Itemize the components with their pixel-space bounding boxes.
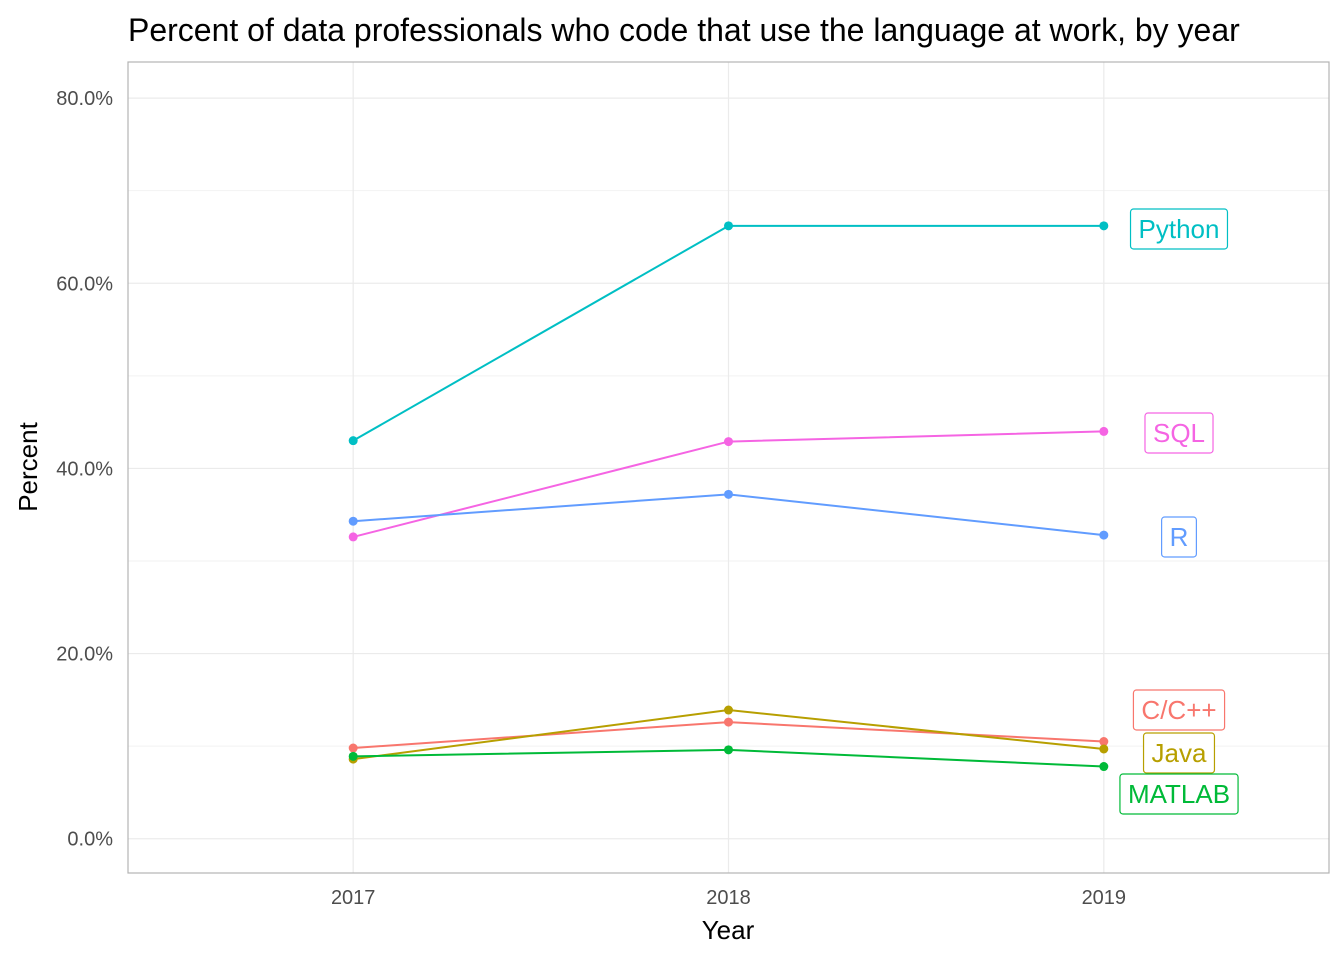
y-tick-label: 80.0% (56, 88, 113, 110)
series-label-c-c: C/C++ (1132, 689, 1226, 731)
x-axis: 2017 2018 2019 (331, 887, 1126, 909)
x-tick-label: 2019 (1082, 887, 1127, 909)
data-point-sql (724, 437, 733, 447)
data-point-sql (348, 532, 358, 542)
series-label-box (1132, 689, 1226, 731)
data-point-java (1099, 744, 1109, 754)
series-labels: Python SQL R C/C++ Java MATLAB (1119, 208, 1239, 815)
data-point-c-c (724, 717, 733, 727)
data-point-sql (1099, 426, 1109, 436)
y-tick-label: 20.0% (56, 644, 113, 666)
data-point-matlab (724, 745, 733, 755)
series-label-text: Java (1152, 738, 1207, 768)
y-tick-label: 40.0% (56, 458, 113, 480)
data-point-java (724, 705, 733, 715)
data-point-matlab (348, 751, 358, 761)
data-point-python (348, 436, 358, 446)
y-tick-label: 60.0% (56, 273, 113, 295)
plot-border (127, 61, 1330, 874)
series-label-text: R (1170, 522, 1189, 552)
series-label-box (1144, 412, 1214, 454)
data-point-python (1099, 221, 1109, 231)
series-label-text: Python (1139, 214, 1220, 244)
x-axis-title: Year (702, 915, 755, 945)
grid (128, 62, 1329, 873)
series-label-text: SQL (1153, 418, 1205, 448)
y-tick-label: 0.0% (67, 829, 113, 851)
data-point-python (724, 221, 733, 231)
data-point-r (724, 489, 733, 499)
data-point-r (1099, 530, 1109, 540)
data-point-matlab (1099, 762, 1109, 772)
series-label-java: Java (1142, 732, 1216, 774)
x-tick-label: 2018 (706, 887, 751, 909)
y-axis-title: Percent (13, 421, 43, 511)
series-label-box (1161, 516, 1197, 558)
series-label-text: MATLAB (1128, 779, 1230, 809)
data-point-r (348, 516, 358, 526)
series-points (348, 221, 1109, 772)
series-label-r: R (1161, 516, 1197, 558)
series-label-text: C/C++ (1141, 695, 1216, 725)
chart-title: Percent of data professionals who code t… (128, 12, 1240, 48)
y-axis: 0.0% 20.0% 40.0% 60.0% 80.0% (56, 88, 113, 851)
series-label-python: Python (1129, 208, 1229, 250)
series-label-box (1129, 208, 1229, 250)
series-label-sql: SQL (1144, 412, 1214, 454)
series-label-box (1119, 773, 1239, 815)
data-point-c-c (1099, 737, 1109, 747)
x-tick-label: 2017 (331, 887, 376, 909)
series-label-matlab: MATLAB (1119, 773, 1239, 815)
data-point-c-c (348, 743, 358, 753)
series-label-box (1142, 732, 1216, 774)
